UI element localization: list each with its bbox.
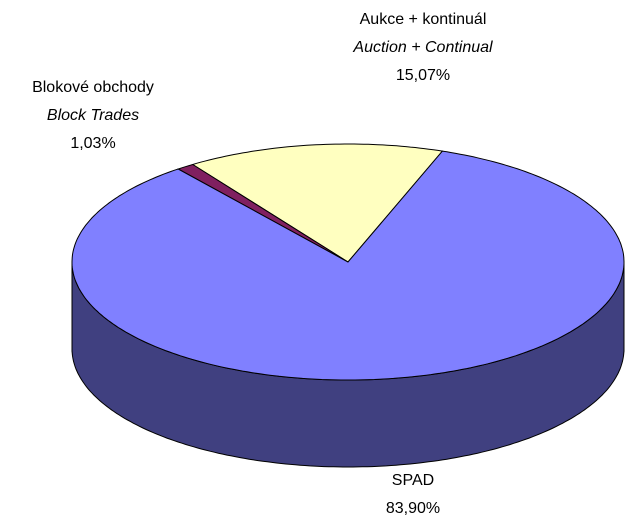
slice-label: Blokové obchody (32, 79, 154, 96)
slice (191, 143, 444, 263)
slice (71, 150, 625, 381)
slice-label-en: Auction + Continual (352, 39, 493, 56)
slice-value-label: 1,03% (70, 135, 115, 152)
slice-label: SPAD (392, 472, 434, 489)
slice-label: Aukce + kontinuál (360, 11, 487, 28)
slice-value-label: 15,07% (396, 67, 450, 84)
slice-label-en: Block Trades (47, 107, 139, 124)
slice-value-label: 83,90% (386, 500, 440, 517)
